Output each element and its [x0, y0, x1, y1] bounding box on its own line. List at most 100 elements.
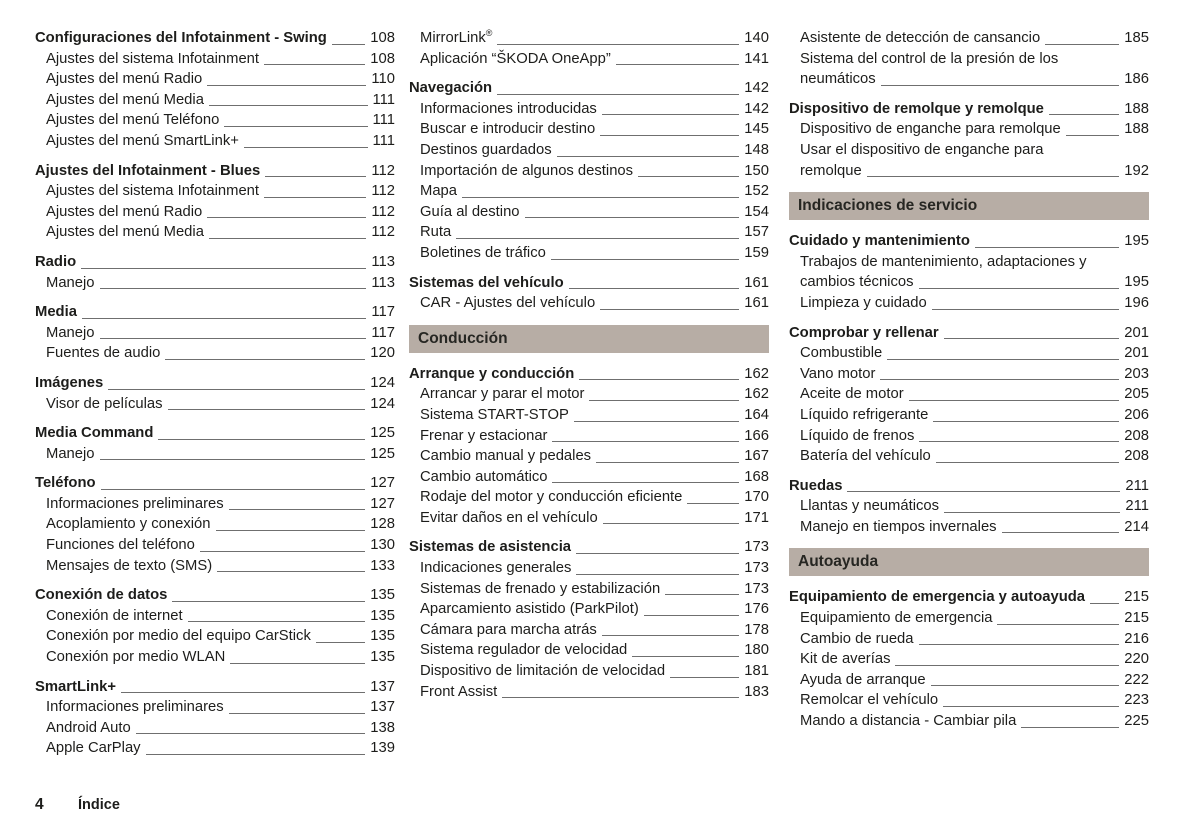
toc-entry-row: Ajustes del sistema Infotainment 108 — [46, 49, 395, 70]
toc-entry-label-line1: Sistema del control de la presión de los — [800, 50, 1059, 67]
toc-entry-page: 125 — [370, 425, 395, 442]
toc-entry-row: Combustible 201 — [800, 343, 1149, 364]
toc-entry-label: Ruedas — [789, 477, 843, 494]
toc-entry-row: Equipamiento de emergencia y autoayuda 21… — [789, 587, 1149, 608]
toc-entry: Informaciones preliminares 127 — [35, 494, 395, 515]
toc-entry-label: Evitar daños en el vehículo — [420, 509, 598, 526]
toc-entry: SmartLink+ 137 — [35, 677, 395, 698]
leader-line — [208, 105, 368, 107]
toc-entry-label: Ayuda de arranque — [800, 671, 926, 688]
leader-line — [81, 267, 367, 269]
toc-entry-row: Ajustes del Infotainment - Blues 112 — [35, 161, 395, 182]
toc-entry-label: Acoplamiento y conexión — [46, 516, 211, 533]
toc-entry-row: Dispositivo de enganche para remolque 188 — [800, 119, 1149, 140]
toc-entry: Dispositivo de enganche para remolque 188 — [789, 119, 1149, 140]
toc-entry-row: Guía al destino 154 — [420, 202, 769, 223]
toc-entry-label: Remolcar el vehículo — [800, 692, 939, 709]
leader-line — [576, 553, 740, 555]
toc-entry-row: SmartLink+ 137 — [35, 677, 395, 698]
toc-entry-label: Imágenes — [35, 374, 104, 391]
toc-entry-page: 113 — [371, 253, 395, 270]
toc-entry-row: Apple CarPlay 139 — [46, 738, 395, 759]
toc-entry-label: Comprobar y rellenar — [789, 324, 939, 341]
toc-entry-row: neumáticos 186 — [800, 69, 1149, 90]
toc-entry-page: 208 — [1124, 427, 1149, 444]
toc-entry-row: Sistema regulador de velocidad 180 — [420, 640, 769, 661]
toc-entry-page: 216 — [1124, 630, 1149, 647]
toc-entry-row: Manejo 125 — [46, 444, 395, 465]
toc-entry-page: 127 — [370, 495, 395, 512]
toc-entry-label: Media — [35, 304, 77, 321]
toc-entry-row: Imágenes 124 — [35, 373, 395, 394]
toc-entry-label: Ajustes del Infotainment - Blues — [35, 162, 261, 179]
toc-entry: Equipamiento de emergencia y autoayuda 21… — [789, 587, 1149, 608]
toc-entry-page: 139 — [370, 740, 395, 757]
page-footer: 4 Índice — [35, 796, 120, 814]
toc-entry-label: Boletines de tráfico — [420, 244, 546, 261]
toc-entry-page: 161 — [744, 274, 769, 291]
toc-entry: Buscar e introducir destino 145 — [409, 119, 769, 140]
toc-entry-page: 164 — [744, 406, 769, 423]
toc-entry-row: Conexión por medio WLAN 135 — [46, 647, 395, 668]
toc-entry-page: 130 — [370, 537, 395, 554]
toc-entry: Manejo 117 — [35, 323, 395, 344]
toc-entry: Acoplamiento y conexión 128 — [35, 514, 395, 535]
toc-entry-row: Líquido refrigerante 206 — [800, 405, 1149, 426]
toc-entry: Visor de películas 124 — [35, 394, 395, 415]
toc-entry-page: 112 — [371, 162, 395, 179]
toc-entry-label: Aplicación “ŠKODA OneApp” — [420, 50, 611, 67]
toc-entry-label: Ajustes del menú Radio — [46, 203, 203, 220]
toc-entry: Líquido refrigerante 206 — [789, 405, 1149, 426]
toc-entry-row: Configuraciones del Infotainment - Swing… — [35, 28, 395, 49]
toc-entry-page: 214 — [1124, 518, 1149, 535]
toc-entry-row: Aceite de motor 205 — [800, 384, 1149, 405]
toc-entry-label-line1: Usar el dispositivo de enganche para — [800, 141, 1044, 158]
toc-entry: Apple CarPlay 139 — [35, 738, 395, 759]
toc-entry-page: 111 — [372, 91, 396, 108]
toc-entry-row: Líquido de frenos 208 — [800, 426, 1149, 447]
toc-entry: Importación de algunos destinos 150 — [409, 161, 769, 182]
leader-line — [573, 420, 740, 422]
toc-entry: Imágenes 124 — [35, 373, 395, 394]
toc-entry-page: 195 — [1124, 274, 1149, 291]
toc-entry-row: Cámara para marcha atrás 178 — [420, 620, 769, 641]
toc-entry-label: Sistemas de frenado y estabilización — [420, 580, 661, 597]
leader-line — [315, 642, 366, 644]
leader-line — [550, 258, 740, 260]
leader-line — [602, 523, 740, 525]
leader-line — [556, 155, 740, 157]
toc-entry: Conexión de datos 135 — [35, 585, 395, 606]
toc-entry: Batería del vehículo 208 — [789, 446, 1149, 467]
toc-entry: Informaciones preliminares 137 — [35, 697, 395, 718]
footer-section-label: Índice — [78, 797, 120, 813]
toc-entry-page: 185 — [1124, 30, 1149, 46]
toc-entry-row: Ajustes del menú Teléfono 111 — [46, 110, 395, 131]
toc-entry-row: Media 117 — [35, 302, 395, 323]
toc-entry-page: 162 — [744, 386, 769, 403]
toc-entry-page: 222 — [1124, 671, 1149, 688]
toc-entry-row: Frenar y estacionar 166 — [420, 426, 769, 447]
toc-entry: Manejo 125 — [35, 444, 395, 465]
leader-line — [1048, 114, 1120, 116]
toc-entry-row: Arrancar y parar el motor 162 — [420, 384, 769, 405]
toc-entry-page: 173 — [744, 560, 769, 577]
toc-entry-label: Aparcamiento asistido (ParkPilot) — [420, 601, 639, 618]
toc-entry-label: Batería del vehículo — [800, 448, 931, 465]
toc-entry-page: 178 — [744, 621, 769, 638]
toc-entry-page: 124 — [370, 374, 395, 391]
toc-entry-label: Vano motor — [800, 365, 876, 382]
toc-entry-label: Visor de películas — [46, 395, 163, 412]
leader-line — [866, 176, 1120, 178]
toc-entry-row: Ruedas 211 — [789, 476, 1149, 497]
leader-line — [264, 64, 366, 66]
toc-entry-row: CAR - Ajustes del vehículo 161 — [420, 293, 769, 314]
leader-line — [145, 754, 366, 755]
toc-entry-row: Destinos guardados 148 — [420, 140, 769, 161]
toc-entry: Conexión por medio WLAN 135 — [35, 647, 395, 668]
toc-entry-row: Informaciones introducidas 142 — [420, 99, 769, 120]
leader-line — [847, 491, 1121, 493]
toc-entry-row: Mensajes de texto (SMS) 133 — [46, 556, 395, 577]
toc-entry: Navegación 142 — [409, 78, 769, 99]
toc-entry-row: Fuentes de audio 120 — [46, 343, 395, 364]
leader-line — [552, 441, 740, 443]
